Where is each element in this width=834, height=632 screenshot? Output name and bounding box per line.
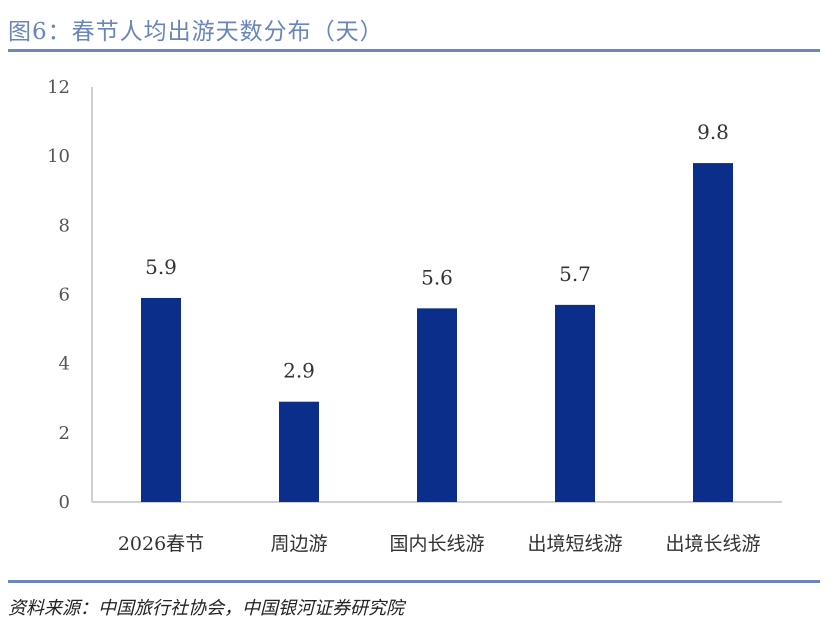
y-tick-label: 2 xyxy=(59,423,70,444)
x-tick-label: 国内长线游 xyxy=(389,533,484,555)
y-tick-label: 10 xyxy=(47,146,70,167)
data-label: 9.8 xyxy=(697,120,729,144)
data-label: 5.9 xyxy=(145,255,177,279)
data-label: 5.7 xyxy=(559,262,591,286)
bar xyxy=(693,163,733,503)
y-tick-label: 6 xyxy=(59,285,70,306)
bar xyxy=(141,297,181,502)
y-tick-label: 4 xyxy=(59,354,70,375)
data-label: 5.6 xyxy=(421,265,453,289)
source-rule xyxy=(8,580,820,583)
x-tick-label: 2026春节 xyxy=(118,533,204,555)
title-rule xyxy=(8,49,820,52)
bar xyxy=(417,308,457,502)
x-tick-label: 周边游 xyxy=(270,533,327,555)
x-tick-label: 出境长线游 xyxy=(665,533,760,555)
bar xyxy=(555,304,595,502)
x-tick-label: 出境短线游 xyxy=(527,533,622,555)
y-tick-label: 8 xyxy=(59,215,70,236)
source-note: 资料来源：中国旅行社协会，中国银河证券研究院 xyxy=(8,598,404,619)
bar xyxy=(279,401,319,502)
y-tick-label: 0 xyxy=(59,492,70,513)
data-label: 2.9 xyxy=(283,359,315,383)
y-tick-label: 12 xyxy=(47,77,70,98)
chart-title: 图6：春节人均出游天数分布（天） xyxy=(8,19,384,45)
